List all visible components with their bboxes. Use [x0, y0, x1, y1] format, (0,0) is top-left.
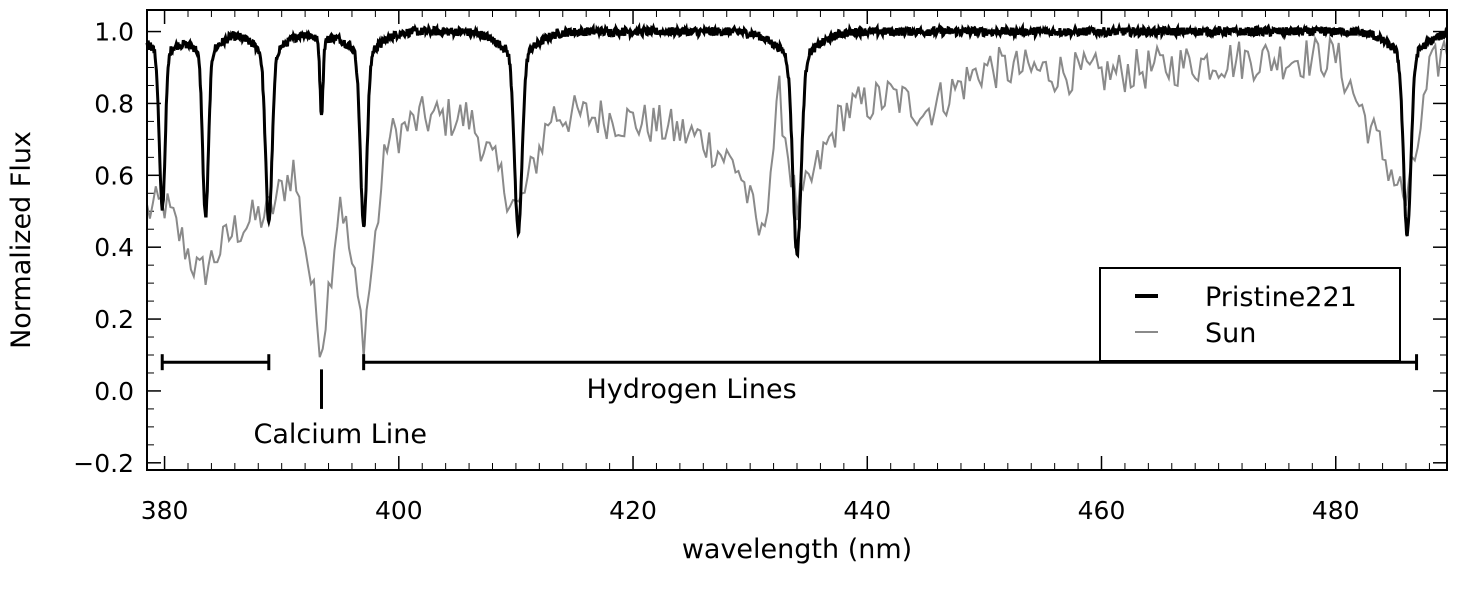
series-line-pristine221 [145, 21, 1448, 259]
y-tick-label: 0.6 [94, 161, 134, 190]
legend-box [1099, 267, 1401, 362]
annotations: Calcium Line Hydrogen Lines [160, 354, 1419, 450]
y-tick-label: 1.0 [94, 18, 134, 47]
annotation-label: Calcium Line [253, 419, 427, 450]
x-tick-label: 480 [1312, 496, 1360, 525]
y-tick-label: −0.2 [73, 449, 134, 478]
annotation-label: Hydrogen Lines [586, 374, 796, 405]
x-tick-label: 400 [375, 496, 423, 525]
y-tick-label: 0.2 [94, 305, 134, 334]
x-tick-label: 460 [1078, 496, 1126, 525]
legend-label-pristine221: Pristine221 [1205, 282, 1357, 313]
y-axis-title: Normalized Flux [6, 131, 37, 349]
legend-label-sun: Sun [1205, 318, 1256, 349]
plot-frame [146, 9, 1448, 471]
legend: Pristine221 Sun [1099, 267, 1401, 362]
x-tick-label: 380 [141, 496, 189, 525]
x-tick-label: 440 [843, 496, 891, 525]
y-tick-label: 0.8 [94, 89, 134, 118]
x-axis-title: wavelength (nm) [682, 534, 912, 565]
y-tick-label: 0.4 [94, 233, 134, 262]
x-tick-label: 420 [609, 496, 657, 525]
axis-ticks: 380 400 420 440 460 480 −0.2 0.0 0.2 0.4 0.6 0.8 1.0 [73, 10, 1447, 525]
y-tick-label: 0.0 [94, 377, 134, 406]
